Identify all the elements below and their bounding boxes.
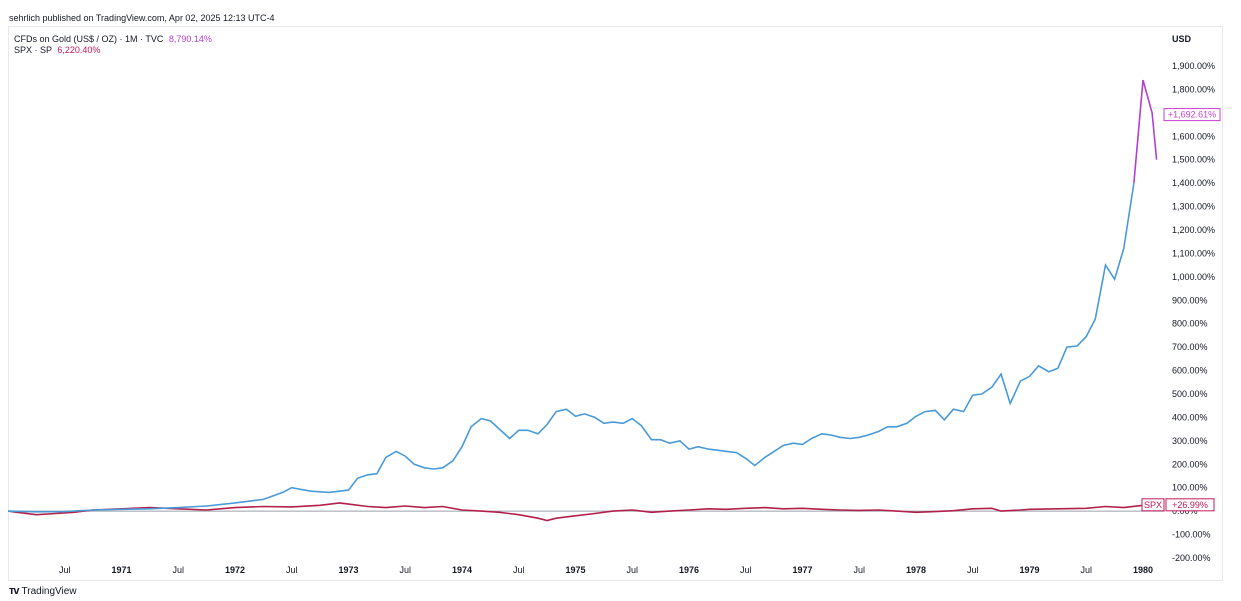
- x-tick-label: Jul: [853, 565, 865, 575]
- publisher-line: sehrlich published on TradingView.com, A…: [9, 13, 275, 23]
- y-tick-label: 300.00%: [1172, 436, 1208, 446]
- y-tick-label: 1,100.00%: [1172, 248, 1215, 258]
- x-tick-label: Jul: [172, 565, 184, 575]
- legend-spx-label: SPX · SP: [14, 45, 52, 55]
- tradingview-logo[interactable]: ᴛᴠ TradingView: [9, 585, 77, 597]
- x-tick-label: Jul: [399, 565, 411, 575]
- chart-frame: [8, 26, 1223, 581]
- y-tick-label: 1,600.00%: [1172, 131, 1215, 141]
- x-tick-label: Jul: [513, 565, 525, 575]
- y-tick-label: 500.00%: [1172, 389, 1208, 399]
- chart-legend: CFDs on Gold (US$ / OZ) · 1M · TVC 8,790…: [14, 34, 212, 56]
- gold-value-badge: [1163, 108, 1221, 122]
- value-badges: +1,692.61% SPX +26.99%: [1141, 108, 1221, 512]
- y-tick-label: 1,000.00%: [1172, 272, 1215, 282]
- tradingview-logo-text: TradingView: [21, 585, 77, 597]
- gold-value-badge-text: +1,692.61%: [1168, 110, 1216, 120]
- x-tick-label: 1980: [1133, 565, 1153, 575]
- y-tick-label: 600.00%: [1172, 366, 1208, 376]
- y-tick-label: 1,200.00%: [1172, 225, 1215, 235]
- y-tick-label: 400.00%: [1172, 412, 1208, 422]
- y-tick-label: 1,500.00%: [1172, 155, 1215, 165]
- spx-value-badge: [1165, 498, 1215, 512]
- legend-gold-value: 8,790.14%: [168, 34, 212, 44]
- x-tick-label: Jul: [967, 565, 979, 575]
- y-tick-label: 800.00%: [1172, 319, 1208, 329]
- y-tick-label: 700.00%: [1172, 342, 1208, 352]
- gold-series-line: [7, 182, 1135, 513]
- y-tick-label: 100.00%: [1172, 483, 1208, 493]
- spx-name-badge-text: SPX: [1144, 500, 1162, 510]
- x-tick-label: 1971: [111, 565, 131, 575]
- y-tick-label: -200.00%: [1172, 553, 1211, 563]
- x-tick-label: 1978: [906, 565, 926, 575]
- x-tick-label: Jul: [286, 565, 298, 575]
- x-tick-label: Jul: [740, 565, 752, 575]
- y-tick-label: 1,300.00%: [1172, 202, 1215, 212]
- y-tick-label: -100.00%: [1172, 530, 1211, 540]
- x-tick-label: Jul: [1080, 565, 1092, 575]
- spx-value-badge-text: +26.99%: [1172, 500, 1208, 510]
- legend-gold[interactable]: CFDs on Gold (US$ / OZ) · 1M · TVC 8,790…: [14, 34, 212, 45]
- currency-label[interactable]: USD: [1172, 34, 1192, 44]
- x-tick-label: Jul: [626, 565, 638, 575]
- y-tick-label: 900.00%: [1172, 295, 1208, 305]
- x-tick-label: 1973: [338, 565, 358, 575]
- x-tick-label: 1972: [225, 565, 245, 575]
- x-tick-label: 1976: [679, 565, 699, 575]
- legend-gold-label: CFDs on Gold (US$ / OZ) · 1M · TVC: [14, 34, 164, 44]
- spx-name-badge: [1141, 498, 1165, 512]
- legend-spx[interactable]: SPX · SP 6,220.40%: [14, 45, 212, 56]
- x-axis: Jul 1971 Jul 1972 Jul 1973 Jul 1974 Jul 1975 Jul 19…: [59, 565, 1153, 575]
- y-tick-label: 1,900.00%: [1172, 61, 1215, 71]
- gold-series-tail: [1133, 79, 1158, 184]
- y-tick-label: 200.00%: [1172, 459, 1208, 469]
- legend-spx-value: 6,220.40%: [57, 45, 101, 55]
- y-tick-label: 1,800.00%: [1172, 84, 1215, 94]
- spx-series-line: [7, 502, 1153, 522]
- tradingview-logo-icon: ᴛᴠ: [9, 585, 19, 597]
- x-tick-label: 1979: [1019, 565, 1039, 575]
- x-tick-label: 1977: [792, 565, 812, 575]
- y-axis: 1,900.00%1,800.00%1,700.00%1,600.00%1,50…: [1172, 61, 1215, 563]
- x-tick-label: Jul: [59, 565, 71, 575]
- x-tick-label: 1975: [565, 565, 585, 575]
- x-tick-label: 1974: [452, 565, 472, 575]
- series-layer: [7, 79, 1158, 522]
- y-tick-label: 1,400.00%: [1172, 178, 1215, 188]
